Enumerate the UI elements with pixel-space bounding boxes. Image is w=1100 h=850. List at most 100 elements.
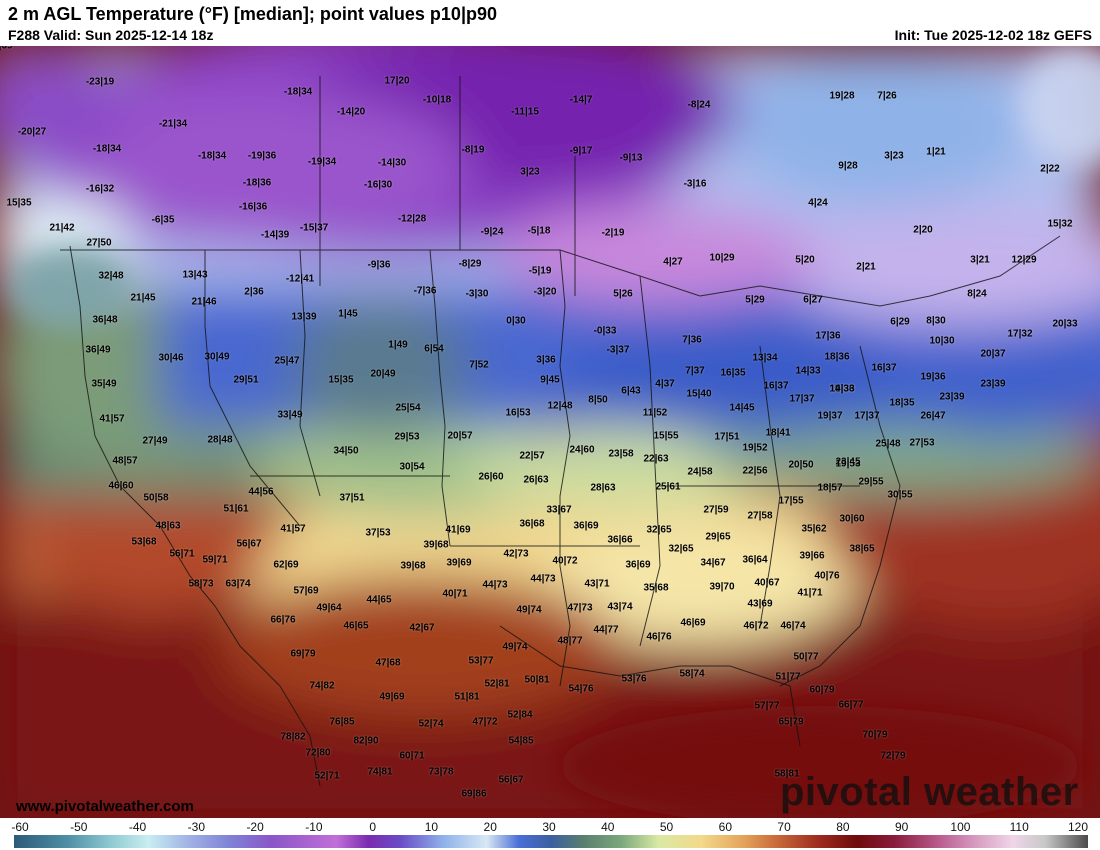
point-value-label: 25|61 xyxy=(655,481,681,493)
point-value-label: 33|67 xyxy=(546,504,572,516)
point-value-label: 16|35 xyxy=(720,367,746,379)
point-value-label: 37|51 xyxy=(339,492,365,504)
point-value-label: 46|65 xyxy=(343,620,369,632)
point-value-label: 48|63 xyxy=(155,520,181,532)
colorbar-tick-label: 70 xyxy=(777,820,791,834)
point-value-label: 33|49 xyxy=(277,409,303,421)
point-value-label: 41|57 xyxy=(99,413,125,425)
point-value-label: 52|84 xyxy=(507,709,533,721)
point-value-label: 23|39 xyxy=(980,378,1006,390)
point-value-label: 47|68 xyxy=(375,657,401,669)
point-value-label: 50|77 xyxy=(793,651,819,663)
point-value-label: -16|30 xyxy=(363,179,393,191)
point-value-label: 58|73 xyxy=(188,578,214,590)
colorbar-tick-label: -20 xyxy=(246,820,264,834)
point-value-label: 7|36 xyxy=(682,334,702,346)
point-value-label: 17|37 xyxy=(854,410,880,422)
point-value-label: 9|28 xyxy=(838,160,858,172)
point-value-label: -14|7 xyxy=(569,94,593,106)
point-value-label: 3|23 xyxy=(884,150,904,162)
point-value-label: 52|81 xyxy=(484,678,510,690)
point-value-label: 34|50 xyxy=(333,445,359,457)
point-value-label: 22|56 xyxy=(742,465,768,477)
point-value-label: 73|78 xyxy=(428,766,454,778)
point-value-label: -5|18 xyxy=(527,225,551,237)
point-value-label: -8|29 xyxy=(458,258,482,270)
point-value-label: 72|80 xyxy=(305,747,331,759)
temperature-map: -23|19 -18|34 -20|27 -18|34 -21|34 -18|34 -19|… xyxy=(0,46,1100,818)
map-title: 2 m AGL Temperature (°F) [median]; point… xyxy=(8,4,497,24)
point-value-label: 49|64 xyxy=(316,602,342,614)
point-value-label: 65|79 xyxy=(778,716,804,728)
point-value-label: 43|71 xyxy=(584,578,610,590)
point-value-label: 69|86 xyxy=(461,788,487,800)
point-value-label: 17|37 xyxy=(789,393,815,405)
point-value-label: 4|37 xyxy=(655,378,675,390)
colorbar-tick-label: -50 xyxy=(70,820,88,834)
init-time: Init: Tue 2025-12-02 18z GEFS xyxy=(894,27,1092,43)
point-value-label: 1|21 xyxy=(926,146,946,158)
website-link[interactable]: www.pivotalweather.com xyxy=(16,798,194,815)
point-value-label: 14|33 xyxy=(795,365,821,377)
point-value-label: 46|72 xyxy=(743,620,769,632)
point-value-label: 3|36 xyxy=(536,354,556,366)
point-value-label: 13|34 xyxy=(752,352,778,364)
point-value-label: -8|24 xyxy=(687,99,711,111)
colorbar-labels: -60 -50 -40 -30 -20 -10 0 10 20 30 40 50 60 70 80 90 100… xyxy=(0,818,1100,834)
point-value-label: -12|41 xyxy=(285,273,315,285)
colorbar-tick-label: 110 xyxy=(1009,820,1029,834)
point-value-label: 39|68 xyxy=(423,539,449,551)
point-value-label: 23|58 xyxy=(608,448,634,460)
point-value-label: 53|77 xyxy=(468,655,494,667)
point-value-label: 10|30 xyxy=(929,335,955,347)
point-value-label: 46|74 xyxy=(780,620,806,632)
point-value-label: 21|45 xyxy=(130,292,156,304)
point-value-label: 6|29 xyxy=(890,316,910,328)
point-value-label: 51|61 xyxy=(223,503,249,515)
point-value-label: 47|73 xyxy=(567,602,593,614)
point-value-label: 44|56 xyxy=(248,486,274,498)
point-value-label: 47|72 xyxy=(472,716,498,728)
point-value-label: 69|79 xyxy=(290,648,316,660)
point-value-label: 27|53 xyxy=(909,437,935,449)
point-value-label: 18|35 xyxy=(889,397,915,409)
point-value-label: 63|74 xyxy=(225,578,251,590)
point-value-label: 15|32 xyxy=(1047,218,1073,230)
point-value-label: 44|77 xyxy=(593,624,619,636)
colorbar-tick-label: 80 xyxy=(836,820,850,834)
point-value-label: 32|48 xyxy=(98,270,124,282)
point-value-label: 56|67 xyxy=(236,538,262,550)
point-value-label: 17|55 xyxy=(778,495,804,507)
point-value-label: 7|26 xyxy=(877,90,897,102)
point-value-label: -14|20 xyxy=(336,106,366,118)
point-value-label: 30|55 xyxy=(887,489,913,501)
temperature-colorbar xyxy=(14,835,1088,848)
point-value-label: 35|62 xyxy=(801,523,827,535)
point-value-label: 23|45 xyxy=(835,456,861,468)
point-value-label: 37|53 xyxy=(365,527,391,539)
point-value-label: 43|74 xyxy=(607,601,633,613)
point-value-label: 58|81 xyxy=(774,768,800,780)
point-value-label: 18|41 xyxy=(765,427,791,439)
point-value-label: 6|43 xyxy=(621,385,641,397)
point-value-label: 25|48 xyxy=(875,438,901,450)
point-value-label: 28|48 xyxy=(207,434,233,446)
point-value-label: 40|67 xyxy=(754,577,780,589)
point-value-label: -18|34 xyxy=(92,143,122,155)
point-value-label: 1|45 xyxy=(338,308,358,320)
colorbar-tick-label: 30 xyxy=(542,820,556,834)
point-value-label: 25|54 xyxy=(395,402,421,414)
point-value-label: 40|76 xyxy=(814,570,840,582)
point-value-label: -9|36 xyxy=(367,259,391,271)
colorbar-tick-label: -40 xyxy=(128,820,147,834)
point-value-label: 2|20 xyxy=(913,224,933,236)
point-value-label: -21|34 xyxy=(158,118,188,130)
point-value-label: 58|74 xyxy=(679,668,705,680)
point-value-label: 19|36 xyxy=(920,371,946,383)
point-value-label: 15|35 xyxy=(328,374,354,386)
point-value-label: 12|29 xyxy=(1011,254,1037,266)
point-value-label: 7|52 xyxy=(469,359,489,371)
point-value-label: 32|65 xyxy=(646,524,672,536)
point-value-label: 3|21 xyxy=(970,254,990,266)
point-value-label: 44|73 xyxy=(530,573,556,585)
